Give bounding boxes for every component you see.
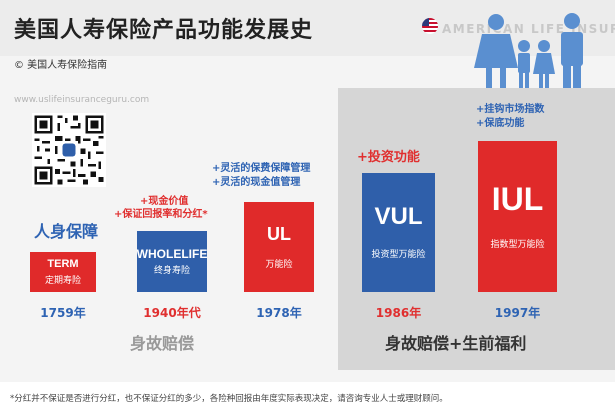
feature-label: +保证回报率和分红* bbox=[114, 209, 208, 220]
product-bar-wholelife: WHOLELIFE 终身寿险 bbox=[137, 231, 207, 292]
year-label: 1759年 bbox=[40, 306, 86, 320]
product-name: 投资型万能险 bbox=[371, 250, 426, 260]
product-name: 指数型万能险 bbox=[490, 240, 545, 250]
group-label-living-benefit: 身故赔偿+生前福利 bbox=[385, 334, 527, 353]
product-code: WHOLELIFE bbox=[136, 246, 208, 261]
product-name: 定期寿险 bbox=[44, 275, 81, 286]
feature-label: +挂钩市场指数 bbox=[476, 104, 545, 115]
page-title: 美国人寿保险产品功能发展史 bbox=[14, 18, 314, 43]
feature-label: +灵活的现金值管理 bbox=[212, 177, 301, 188]
family-icon bbox=[474, 13, 583, 88]
year-label: 1997年 bbox=[494, 306, 541, 320]
footer-band bbox=[0, 382, 615, 420]
year-label: 1978年 bbox=[256, 306, 302, 320]
footnote: *分红并不保证是否进行分红，也不保证分红的多少，各险种回报由年度实际表现决定，请… bbox=[10, 394, 448, 404]
feature-label: +现金价值 bbox=[140, 196, 189, 207]
product-bar-iul: IUL 指数型万能险 bbox=[478, 141, 557, 292]
product-bar-ul: UL 万能险 bbox=[244, 202, 314, 292]
product-code: IUL bbox=[491, 181, 544, 217]
group-label-death-benefit: 身故赔偿 bbox=[130, 334, 195, 353]
feature-label: +灵活的保费保障管理 bbox=[212, 163, 311, 174]
website-url: www.uslifeinsuranceguru.com bbox=[14, 95, 150, 105]
product-code: UL bbox=[267, 223, 291, 244]
product-code: TERM bbox=[47, 257, 79, 270]
qr-code-icon bbox=[32, 113, 106, 187]
product-bar-term: TERM 定期寿险 bbox=[30, 252, 96, 292]
feature-label: +投资功能 bbox=[357, 150, 420, 165]
year-label: 1940年代 bbox=[143, 306, 201, 320]
product-bar-vul: VUL 投资型万能险 bbox=[362, 173, 435, 292]
product-name: 终身寿险 bbox=[153, 265, 190, 276]
product-name: 万能险 bbox=[265, 259, 293, 270]
copyright-text: © 美国人寿保险指南 bbox=[14, 60, 108, 71]
feature-label: 人身保障 bbox=[34, 222, 99, 241]
year-label: 1986年 bbox=[375, 306, 422, 320]
us-flag-icon bbox=[422, 18, 438, 34]
product-code: VUL bbox=[374, 203, 423, 230]
feature-label: +保底功能 bbox=[476, 118, 525, 129]
